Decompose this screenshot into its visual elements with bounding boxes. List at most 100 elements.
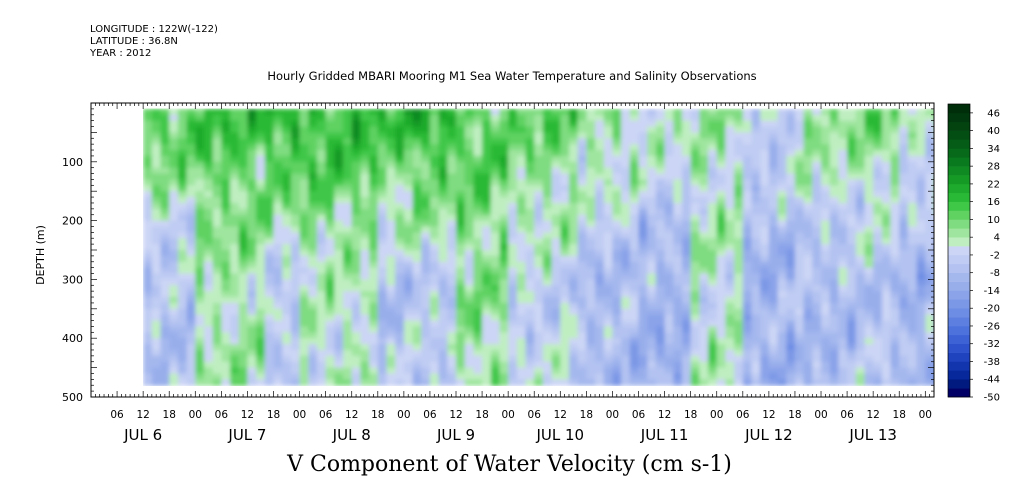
heatmap-cell [421,361,431,369]
heatmap-cell [429,208,440,216]
heatmap-cell [273,179,283,186]
heatmap-cell [542,132,553,139]
heatmap-cell [847,344,857,351]
heatmap-cell [847,361,857,369]
heatmap-cell [916,350,926,357]
heatmap-cell [716,179,726,186]
heatmap-cell [907,226,918,233]
heatmap-cell [464,167,474,175]
heatmap-cell [890,308,900,316]
heatmap-cell [638,126,648,133]
heatmap-cell [403,332,414,339]
heatmap-cell [499,120,509,128]
heatmap-cell [907,150,918,157]
heatmap-cell [282,302,292,310]
heatmap-cell [855,267,866,275]
heatmap-cell [412,232,422,239]
heatmap-cell [786,208,796,216]
heatmap-cell [725,279,735,286]
heatmap-cell [612,273,622,280]
heatmap-cell [334,344,344,351]
heatmap-cell [264,208,275,216]
heatmap-cell [290,350,301,357]
heatmap-cell [377,261,388,269]
heatmap-cell [734,220,744,228]
heatmap-cell [925,191,934,198]
heatmap-cell [273,208,283,216]
heatmap-cell [638,155,648,163]
heatmap-cell [890,173,900,181]
heatmap-cell [525,338,535,345]
heatmap-cell [151,120,162,128]
heatmap-cell [777,138,787,145]
heatmap-cell [473,173,483,181]
heatmap-cell [655,197,666,204]
heatmap-cell [360,138,370,145]
heatmap-cell [499,279,509,286]
heatmap-cell [569,261,579,269]
heatmap-cell [143,267,153,275]
heatmap-cell [890,355,900,363]
heatmap-cell [299,232,309,239]
x-hour-label: 00 [814,409,827,421]
heatmap-cell [247,138,257,145]
heatmap-cell [768,179,779,186]
heatmap-cell [708,167,718,175]
heatmap-cell [212,161,222,169]
heatmap-cell [377,379,388,386]
heatmap-cell [256,244,266,251]
heatmap-cell [412,255,422,263]
heatmap-cell [803,314,813,322]
heatmap-cell [569,214,579,222]
heatmap-cell [438,379,448,386]
heatmap-cell [490,355,501,363]
heatmap-cell [690,350,700,357]
heatmap-cell [264,367,275,375]
heatmap-cell [290,208,301,216]
heatmap-cell [708,120,718,128]
heatmap-cell [734,161,744,169]
heatmap-cell [247,350,257,357]
heatmap-cell [395,232,405,239]
heatmap-cell [821,220,831,228]
heatmap-cell [221,173,231,181]
heatmap-cell [264,332,275,339]
heatmap-cell [482,308,492,316]
heatmap-cell [204,314,214,322]
heatmap-cell [351,114,361,122]
heatmap-cell [725,144,735,151]
heatmap-cell [369,161,379,169]
heatmap-cell [751,379,761,386]
heatmap-cell [429,320,440,328]
heatmap-cell [456,126,466,133]
heatmap-cell [508,232,518,239]
heatmap-cell [699,185,709,192]
heatmap-cell [838,120,848,128]
heatmap-cell [351,132,361,139]
heatmap-cells [143,108,934,386]
heatmap-cell [751,326,761,333]
heatmap-cell [734,114,744,122]
heatmap-cell [534,250,544,257]
heatmap-cell [377,108,388,116]
heatmap-cell [516,179,527,186]
heatmap-cell [838,167,848,175]
heatmap-cell [169,173,179,181]
heatmap-cell [351,203,361,210]
heatmap-cell [395,167,405,175]
heatmap-cell [873,355,883,363]
heatmap-cell [855,132,866,139]
heatmap-cell [456,179,466,186]
heatmap-cell [821,114,831,122]
heatmap-cell [916,255,926,263]
heatmap-cell [516,108,527,116]
heatmap-cell [569,338,579,345]
heatmap-cell [212,308,222,316]
heatmap-cell [768,326,779,333]
heatmap-cell [551,350,561,357]
heatmap-cell [516,232,527,239]
heatmap-cell [230,308,240,316]
heatmap-cell [447,161,457,169]
heatmap-cell [351,167,361,175]
heatmap-cell [786,338,796,345]
